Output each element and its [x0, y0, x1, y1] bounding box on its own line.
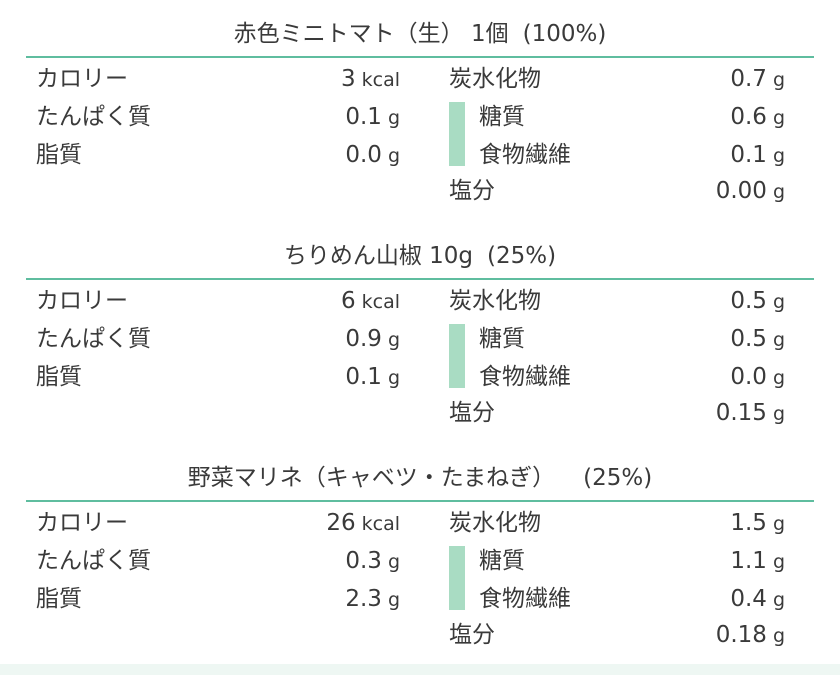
fat-value: 0.0 g — [345, 142, 400, 168]
salt-value: 0.15 g — [715, 400, 785, 426]
protein-row: たんぱく質 0.1 g — [36, 101, 400, 133]
salt-row: 塩分 0.18 g — [449, 619, 785, 651]
protein-label: たんぱく質 — [36, 326, 151, 352]
section-divider — [26, 278, 814, 280]
fiber-value: 0.4 g — [730, 586, 785, 612]
fiber-label: 食物繊維 — [479, 364, 571, 390]
carb-row: 炭水化物 1.5 g — [449, 507, 785, 539]
calorie-label: カロリー — [36, 66, 128, 92]
fat-row: 脂質 0.0 g — [36, 139, 400, 171]
protein-value: 0.9 g — [345, 326, 400, 352]
calorie-row: カロリー 26 kcal — [36, 507, 400, 539]
carb-label: 炭水化物 — [449, 510, 541, 536]
fat-row: 脂質 0.1 g — [36, 361, 400, 393]
protein-row: たんぱく質 0.9 g — [36, 323, 400, 355]
fat-label: 脂質 — [36, 586, 82, 612]
salt-label: 塩分 — [449, 400, 495, 426]
carb-row: 炭水化物 0.5 g — [449, 285, 785, 317]
carb-value: 0.7 g — [730, 66, 785, 92]
protein-label: たんぱく質 — [36, 104, 151, 130]
fat-label: 脂質 — [36, 142, 82, 168]
section-divider — [26, 56, 814, 58]
carb-row: 炭水化物 0.7 g — [449, 63, 785, 95]
protein-label: たんぱく質 — [36, 548, 151, 574]
fat-row: 脂質 2.3 g — [36, 583, 400, 615]
sugar-value: 0.5 g — [730, 326, 785, 352]
sugar-row: 糖質 1.1 g — [449, 545, 785, 577]
nutrition-section: 赤色ミニトマト（生） 1個 (100%) カロリー 3 kcal たんぱく質 0.1… — [26, 0, 814, 222]
fiber-value: 0.1 g — [730, 142, 785, 168]
sugar-value: 1.1 g — [730, 548, 785, 574]
calorie-label: カロリー — [36, 510, 128, 536]
section-title: 野菜マリネ（キャベツ・たまねぎ） (25%) — [187, 465, 653, 491]
portion-percent: (25%) — [583, 465, 653, 491]
fat-value: 2.3 g — [345, 586, 400, 612]
section-title: 赤色ミニトマト（生） 1個 (100%) — [233, 21, 607, 47]
fat-value: 0.1 g — [345, 364, 400, 390]
fiber-label: 食物繊維 — [479, 586, 571, 612]
section-title: ちりめん山椒 10g (25%) — [283, 243, 557, 269]
fiber-row: 食物繊維 0.0 g — [449, 361, 785, 393]
fiber-row: 食物繊維 0.4 g — [449, 583, 785, 615]
calorie-value: 3 kcal — [340, 66, 400, 92]
salt-row: 塩分 0.00 g — [449, 175, 785, 207]
carb-value: 0.5 g — [730, 288, 785, 314]
sugar-row: 糖質 0.5 g — [449, 323, 785, 355]
protein-value: 0.3 g — [345, 548, 400, 574]
sugar-label: 糖質 — [479, 104, 525, 130]
carb-label: 炭水化物 — [449, 66, 541, 92]
protein-row: たんぱく質 0.3 g — [36, 545, 400, 577]
sugar-row: 糖質 0.6 g — [449, 101, 785, 133]
fiber-label: 食物繊維 — [479, 142, 571, 168]
sugar-label: 糖質 — [479, 548, 525, 574]
salt-label: 塩分 — [449, 622, 495, 648]
fat-label: 脂質 — [36, 364, 82, 390]
carb-value: 1.5 g — [730, 510, 785, 536]
calorie-label: カロリー — [36, 288, 128, 314]
salt-value: 0.18 g — [715, 622, 785, 648]
sugar-value: 0.6 g — [730, 104, 785, 130]
salt-label: 塩分 — [449, 178, 495, 204]
fiber-row: 食物繊維 0.1 g — [449, 139, 785, 171]
footer-strip — [0, 664, 840, 675]
protein-value: 0.1 g — [345, 104, 400, 130]
portion-percent: (100%) — [522, 21, 607, 47]
carb-label: 炭水化物 — [449, 288, 541, 314]
section-divider — [26, 500, 814, 502]
sugar-label: 糖質 — [479, 326, 525, 352]
carb-breakdown-bar — [449, 324, 465, 388]
fiber-value: 0.0 g — [730, 364, 785, 390]
carb-breakdown-bar — [449, 546, 465, 610]
salt-value: 0.00 g — [715, 178, 785, 204]
calorie-value: 26 kcal — [326, 510, 400, 536]
portion-percent: (25%) — [487, 243, 557, 269]
calorie-row: カロリー 6 kcal — [36, 285, 400, 317]
carb-breakdown-bar — [449, 102, 465, 166]
salt-row: 塩分 0.15 g — [449, 397, 785, 429]
nutrition-section: 野菜マリネ（キャベツ・たまねぎ） (25%) カロリー 26 kcal たんぱく質 … — [26, 444, 814, 666]
calorie-value: 6 kcal — [340, 288, 400, 314]
nutrition-section: ちりめん山椒 10g (25%) カロリー 6 kcal たんぱく質 0.9 g 脂質… — [26, 222, 814, 444]
calorie-row: カロリー 3 kcal — [36, 63, 400, 95]
